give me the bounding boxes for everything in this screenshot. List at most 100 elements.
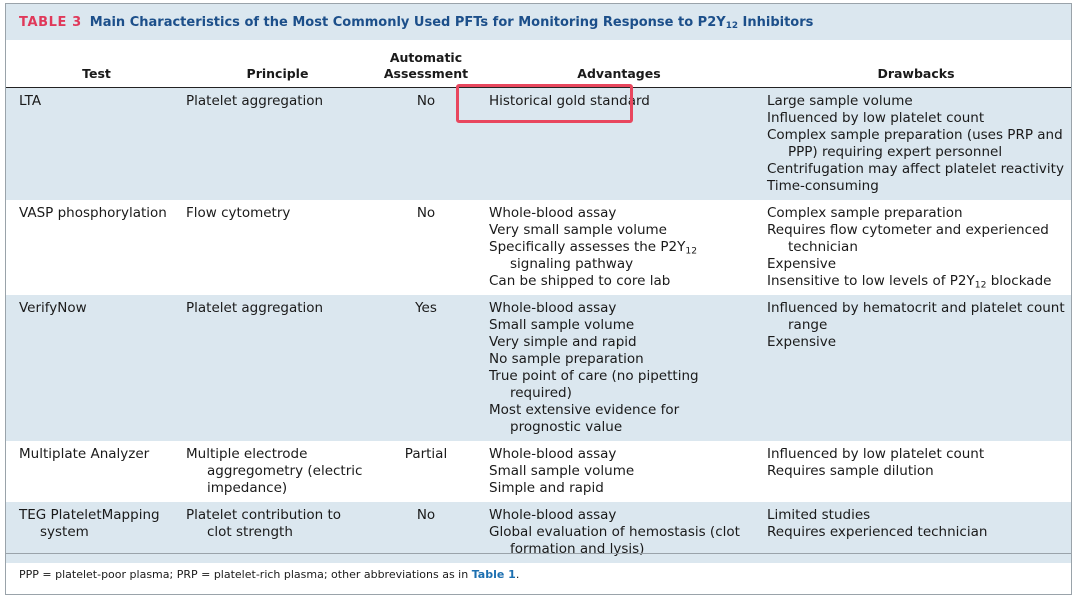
test-name: LTA [19,93,42,109]
principle-text: Platelet aggregation [186,300,324,316]
cell-drawbacks: Influenced by low platelet count Requires… [755,441,1071,502]
cell-advantages: Historical gold standard [477,87,755,200]
col-header-principle: Principle [180,40,375,88]
pft-table: Test Principle Automatic Assessment Advan… [6,40,1071,563]
principle-text: Multiple electrode aggregometry (electri… [186,446,363,496]
cell-automatic: No [375,502,477,563]
drawback-text: Requires sample dilution [767,463,934,479]
table-row: Multiplate Analyzer Multiple electrode ag… [6,441,1071,502]
drawback-text: Insensitive to low levels of P2Y [767,273,975,289]
advantage-item: Very simple and rapid [489,334,749,351]
cell-test: VASP phosphorylation [6,200,180,295]
advantage-text: Small sample volume [489,317,635,333]
advantage-text: Very small sample volume [489,222,667,238]
cell-advantages: Whole-blood assay Small sample volume Simp… [477,441,755,502]
table-row: LTA Platelet aggregation No Historical gold… [6,87,1071,200]
advantage-text: Very simple and rapid [489,334,637,350]
cell-drawbacks: Large sample volume Influenced by low pla… [755,87,1071,200]
advantage-text: No sample preparation [489,351,644,367]
drawback-text: Large sample volume [767,93,913,109]
drawback-item: Requires experienced technician [767,524,1065,541]
drawback-text: Influenced by low platelet count [767,110,985,126]
drawback-item: Requires flow cytometer and experienced … [767,222,1065,256]
table-row: VerifyNow Platelet aggregation Yes Whole-bl… [6,295,1071,441]
advantage-item: No sample preparation [489,351,749,368]
col-header-automatic: Automatic Assessment [375,40,477,88]
advantage-item: Small sample volume [489,463,749,480]
drawback-text: Requires flow cytometer and experienced … [767,222,1049,255]
cell-principle: Flow cytometry [180,200,375,295]
drawback-item: Complex sample preparation [767,205,1065,222]
cell-advantages: Whole-blood assay Very small sample volum… [477,200,755,295]
advantage-item: Small sample volume [489,317,749,334]
advantage-text: Whole-blood assay [489,300,617,316]
advantage-text: Most extensive evidence for prognostic v… [489,402,680,435]
advantage-text: Whole-blood assay [489,507,617,523]
drawback-item: Influenced by hematocrit and platelet co… [767,300,1065,334]
test-name: VerifyNow [19,300,87,316]
table-caption: TABLE 3 Main Characteristics of the Most… [6,4,1071,40]
cell-automatic: Yes [375,295,477,441]
cell-automatic: No [375,200,477,295]
advantage-item: True point of care (no pipetting require… [489,368,749,402]
advantage-text: Whole-blood assay [489,446,617,462]
cell-drawbacks: Influenced by hematocrit and platelet co… [755,295,1071,441]
cell-drawbacks: Limited studies Requires experienced tech… [755,502,1071,563]
drawback-text: Centrifugation may affect platelet react… [767,161,1064,177]
drawback-text: blockade [986,273,1052,289]
advantage-item: Whole-blood assay [489,446,749,463]
drawback-text: Time-consuming [767,178,879,194]
cell-principle: Platelet aggregation [180,295,375,441]
cell-test: TEG PlateletMapping system [6,502,180,563]
test-name: VASP phosphorylation [19,205,167,221]
highlight-box [456,84,633,123]
subscript: 12 [974,279,987,291]
col-header-drawbacks: Drawbacks [755,40,1071,88]
cell-test: VerifyNow [6,295,180,441]
advantage-item: Whole-blood assay [489,205,749,222]
advantage-text: Can be shipped to core lab [489,273,671,289]
drawback-item: Requires sample dilution [767,463,1065,480]
drawback-item: Insensitive to low levels of P2Y12 block… [767,273,1065,290]
drawback-text: Expensive [767,334,837,350]
advantage-text: Simple and rapid [489,480,604,496]
cell-advantages: Whole-blood assay Small sample volume Very… [477,295,755,441]
test-name: TEG PlateletMapping system [19,507,160,540]
cell-principle: Multiple electrode aggregometry (electri… [180,441,375,502]
principle-text: Platelet aggregation [186,93,324,109]
drawback-item: Centrifugation may affect platelet react… [767,161,1065,178]
advantage-item: Simple and rapid [489,480,749,497]
table-footnote: PPP = platelet-poor plasma; PRP = platel… [6,553,1071,581]
advantage-item: Very small sample volume [489,222,749,239]
drawback-item: Influenced by low platelet count [767,446,1065,463]
advantage-text: Historical gold standard [489,93,650,109]
table-row: VASP phosphorylation Flow cytometry No Whol… [6,200,1071,295]
advantage-text: Whole-blood assay [489,205,617,221]
test-name: Multiplate Analyzer [19,446,150,462]
advantage-text: True point of care (no pipetting require… [489,368,699,401]
principle-text: Flow cytometry [186,205,291,221]
drawback-item: Complex sample preparation (uses PRP and… [767,127,1065,161]
advantage-item: Whole-blood assay [489,300,749,317]
drawback-text: Limited studies [767,507,871,523]
drawback-text: Complex sample preparation [767,205,963,221]
principle-text: Platelet contribution to clot strength [186,507,342,540]
cell-principle: Platelet aggregation [180,87,375,200]
table-1-link[interactable]: Table 1 [471,568,516,581]
advantage-text: signaling pathway [510,256,634,272]
drawback-item: Expensive [767,334,1065,351]
drawback-text: Requires experienced technician [767,524,988,540]
advantage-item: Can be shipped to core lab [489,273,749,290]
drawback-text: Complex sample preparation (uses PRP and… [767,127,1063,160]
advantage-item: Specifically assesses the P2Y12 signalin… [489,239,749,273]
header-row: Test Principle Automatic Assessment Advan… [6,40,1071,88]
subscript: 12 [685,245,698,257]
col-header-test: Test [6,40,180,88]
advantage-text: Small sample volume [489,463,635,479]
drawback-item: Large sample volume [767,93,1065,110]
cell-test: LTA [6,87,180,200]
table-frame: TABLE 3 Main Characteristics of the Most… [5,3,1072,595]
drawback-item: Time-consuming [767,178,1065,195]
advantage-item: Historical gold standard [489,93,749,110]
drawback-text: Influenced by low platelet count [767,446,985,462]
